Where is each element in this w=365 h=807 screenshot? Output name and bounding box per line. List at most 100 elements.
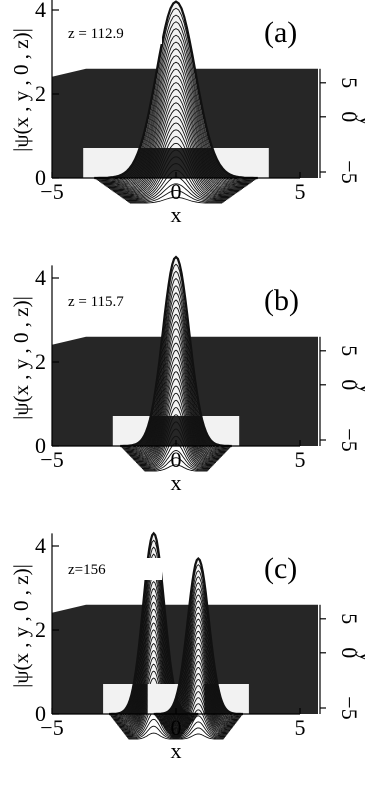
surface-line: [166, 672, 231, 731]
surface-line: [165, 666, 231, 731]
surface-line: [99, 28, 253, 182]
x-tick-label: 5: [295, 447, 306, 472]
surface-line: [101, 41, 251, 184]
surface-line: [159, 612, 237, 723]
surface-line: [125, 299, 227, 452]
surface-line: [128, 732, 179, 740]
surface-line: [106, 68, 246, 188]
surface-line: [96, 14, 256, 181]
surface-line: [112, 102, 240, 192]
y-axis-title: |ψ(x , y , 0 , z)|: [9, 28, 33, 152]
surface-line: [115, 115, 237, 194]
surface-line: [121, 149, 231, 198]
z-annotation: z = 112.9: [68, 26, 124, 42]
peak-body-1: [112, 257, 240, 446]
depth-tick-label: 0: [337, 111, 362, 122]
x-tick-label: −5: [40, 715, 63, 740]
surface-line: [168, 691, 229, 734]
annotation-box: [66, 558, 162, 580]
surface-line: [153, 557, 243, 716]
surface-line: [128, 328, 224, 456]
depth-tick-label: 5: [337, 77, 362, 88]
depth-tick-label: −5: [337, 696, 362, 719]
surface-line: [118, 136, 234, 196]
y-axis-title: |ψ(x , y , 0 , z)|: [9, 564, 33, 688]
x-tick-label: −5: [40, 447, 63, 472]
annotation-box: [66, 22, 162, 44]
depth-tick-label: 5: [337, 345, 362, 356]
surface-line: [119, 636, 189, 728]
surface-line: [126, 313, 226, 454]
surface-line: [141, 435, 211, 469]
panel-label: (c): [264, 552, 297, 585]
surface-line: [136, 392, 216, 463]
surface-line: [169, 703, 227, 736]
surface-line: [163, 648, 233, 728]
surface-line: [133, 371, 219, 461]
surface-line: [124, 292, 228, 451]
surface-line: [102, 48, 250, 185]
y-tick-label: 2: [35, 81, 46, 106]
surface-line: [161, 624, 236, 724]
surface-line: [107, 75, 245, 188]
surface-line: [170, 709, 227, 737]
surface-line: [127, 320, 225, 455]
surface-line: [138, 414, 214, 466]
surface-line: [129, 196, 223, 204]
surface-line: [116, 122, 236, 195]
surface-line: [126, 306, 226, 453]
y-tick-label: 4: [35, 0, 46, 22]
surface-line: [136, 399, 216, 464]
surface-line: [161, 630, 235, 725]
surface-line: [104, 55, 248, 186]
panel-label: (b): [264, 284, 299, 317]
surface-line: [156, 582, 241, 718]
surface-line: [130, 342, 222, 457]
x-tick-label: 5: [295, 715, 306, 740]
x-axis-title: x: [171, 470, 182, 495]
surface-line: [165, 660, 232, 730]
depth-axis-title: y: [355, 383, 365, 394]
surface-line: [113, 109, 239, 193]
y-tick-label: 0: [35, 165, 46, 190]
surface-line: [143, 457, 209, 471]
surface-line: [172, 727, 225, 739]
surface-line: [100, 34, 252, 183]
surface-line: [105, 61, 247, 187]
surface-line: [132, 363, 220, 460]
panel-label: (a): [264, 16, 297, 49]
surface-line: [94, 0, 258, 180]
surface-line: [122, 156, 230, 199]
x-tick-label: 0: [171, 179, 182, 204]
x-tick-label: 0: [171, 447, 182, 472]
y-tick-label: 4: [35, 533, 46, 558]
surface-line: [108, 82, 244, 189]
surface-line: [173, 733, 224, 740]
surface-line: [137, 407, 215, 465]
surface-line: [169, 697, 228, 735]
depth-axis-title: y: [355, 115, 365, 126]
surface-line: [95, 7, 257, 180]
surface-line: [157, 588, 240, 719]
surface-line: [131, 356, 221, 459]
surface-line: [120, 255, 232, 448]
x-tick-label: 5: [295, 179, 306, 204]
surface-line: [127, 183, 225, 202]
surface-line: [155, 570, 242, 717]
surface-line: [142, 450, 210, 470]
x-tick-label: 0: [171, 715, 182, 740]
x-axis-title: x: [171, 202, 182, 227]
surface-line: [121, 270, 231, 449]
surface-line: [129, 335, 223, 456]
y-axis-title: |ψ(x , y , 0 , z)|: [9, 296, 33, 420]
surface-line: [157, 594, 239, 720]
y-tick-label: 2: [35, 617, 46, 642]
surface-line: [144, 464, 208, 472]
surface-line: [135, 385, 217, 463]
depth-tick-label: 0: [337, 647, 362, 658]
x-axis-title: x: [171, 738, 182, 763]
y-tick-label: 2: [35, 349, 46, 374]
